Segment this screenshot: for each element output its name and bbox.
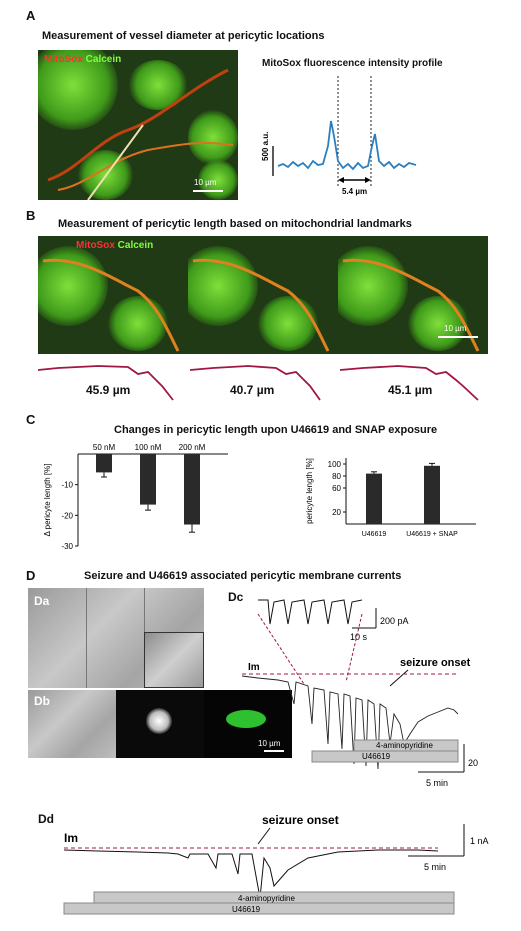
panel-d-label: D [26, 568, 36, 583]
dc-scale-y: 200 pA [468, 758, 478, 768]
dd-seizure-label: seizure onset [262, 813, 339, 827]
panel-a-micrograph: MitoSox Calcein 10 µm [38, 50, 238, 200]
dd-bar-u46619: U46619 [232, 905, 261, 914]
category-label: 100 nM [135, 443, 162, 452]
category-label: 200 nM [179, 443, 206, 452]
panel-b-label: B [26, 208, 36, 223]
scale-label-b: 10 µm [444, 324, 467, 333]
category-label: U46619 + SNAP [406, 531, 458, 538]
y-tick-label: 20 [332, 508, 341, 517]
bar [184, 454, 200, 525]
legend-mitosox-b: MitoSox [76, 240, 115, 251]
scale-bar-a [193, 190, 223, 192]
chart-delta-length: -10 -20 -30 50 nM 100 nM 200 nM Δ pericyte len… [43, 443, 228, 551]
panel-da-image: Da [28, 588, 204, 688]
length-3: 45.1 µm [388, 383, 433, 397]
bar [96, 454, 112, 473]
dc-scale-x: 5 min [426, 778, 448, 788]
legend-mitosox-a: MitoSox [44, 54, 83, 65]
dc-bar-4ap: 4-aminopyridine [376, 741, 433, 750]
y-tick-label: -10 [61, 481, 73, 490]
bar [424, 465, 440, 524]
scale-bar-db [264, 750, 284, 752]
panel-db-images: Db 10 µm [28, 690, 292, 758]
chart-pericyte-length: 20 60 80 100 U46619 U46619 + SNAP pericyte len… [305, 458, 476, 538]
y-tick-label: 100 [328, 460, 342, 469]
label-db: Db [34, 694, 50, 708]
label-da: Da [34, 594, 50, 608]
panel-c-label: C [26, 412, 36, 427]
panel-a-title: Measurement of vessel diameter at pericy… [42, 30, 325, 42]
label-dd: Dd [38, 812, 54, 826]
dc-inset-scale-y: 200 pA [380, 616, 409, 626]
panel-a-label: A [26, 8, 36, 23]
dd-scale-x: 5 min [424, 862, 446, 872]
intensity-profile: 500 a.u. 5.4 µm [261, 76, 417, 196]
dd-scale-y: 1 nA [470, 836, 489, 846]
dc-trace-figure: 200 pA 10 s Im seizure onset 4-aminopyri… [241, 599, 478, 788]
scale-bar-b [438, 336, 478, 338]
panel-b-micrograph-1: MitoSox Calcein [38, 236, 188, 354]
length-traces [38, 365, 479, 401]
dc-seizure-label: seizure onset [400, 657, 471, 669]
scale-label-a: 10 µm [194, 178, 217, 187]
profile-ylabel: 500 a.u. [261, 132, 270, 161]
length-1: 45.9 µm [86, 383, 131, 397]
category-label: 50 nM [93, 443, 116, 452]
category-label: U46619 [362, 531, 387, 538]
y-axis-label: pericyte length [%] [305, 458, 314, 524]
legend-calcein-b: Calcein [117, 240, 154, 251]
legend-calcein-a: Calcein [85, 54, 122, 65]
panel-d-title: Seizure and U46619 associated pericytic … [84, 570, 402, 582]
y-tick-label: -30 [61, 542, 73, 551]
y-tick-label: 60 [332, 484, 341, 493]
label-dc: Dc [228, 590, 244, 604]
panel-b-micrograph-3: 10 µm [338, 236, 488, 354]
dd-trace-figure: Im seizure onset 1 nA 5 min 4-aminopyrid… [63, 813, 489, 915]
profile-distance: 5.4 µm [342, 187, 367, 196]
scale-label-db: 10 µm [258, 739, 281, 748]
panel-c-title: Changes in pericytic length upon U46619 … [114, 424, 438, 436]
length-2: 40.7 µm [230, 383, 275, 397]
profile-title: MitoSox fluorescence intensity profile [262, 58, 443, 69]
dc-inset-scale-x: 10 s [350, 632, 368, 642]
dc-im-label: Im [248, 662, 260, 673]
bar [140, 454, 156, 505]
dd-bar-4ap: 4-aminopyridine [238, 894, 295, 903]
dd-im-label: Im [64, 831, 78, 845]
panel-b-title: Measurement of pericytic length based on… [58, 218, 412, 230]
y-tick-label: 80 [332, 472, 341, 481]
bar [366, 473, 382, 524]
panel-b-micrograph-2 [188, 236, 338, 354]
y-tick-label: -20 [61, 511, 73, 520]
dc-bar-u46619: U46619 [362, 752, 391, 761]
y-axis-label: Δ pericyte length [%] [43, 464, 52, 537]
